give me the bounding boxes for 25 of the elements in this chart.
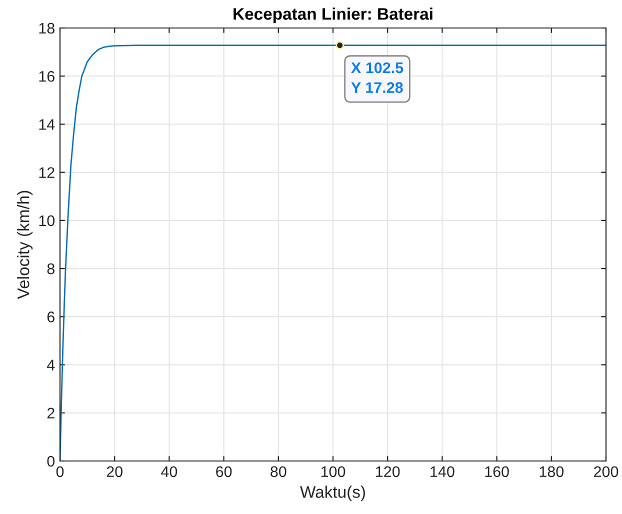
x-tick-label: 200 (594, 466, 618, 478)
x-tick-label: 160 (485, 466, 509, 478)
y-tick-label: 16 (39, 70, 54, 82)
x-tick-label: 180 (540, 466, 564, 478)
x-tick-label: 100 (321, 466, 346, 478)
x-tick-label: 80 (270, 466, 286, 478)
x-tick-label: 0 (56, 466, 64, 478)
y-axis-title: Velocity (km/h) (17, 190, 33, 300)
x-tick-label: 40 (161, 466, 178, 478)
y-tick-label: 4 (46, 360, 55, 370)
chart-title: Kecepatan Linier: Baterai (234, 8, 432, 24)
x-axis-title: Waktu(s) (300, 486, 365, 502)
y-tick-label: 8 (47, 263, 54, 274)
x-tick-label: 120 (376, 466, 400, 478)
y-tick-label: 10 (39, 215, 55, 226)
y-tick-label: 6 (47, 312, 54, 322)
y-tick-label: 12 (39, 167, 54, 178)
annotation: X 102.5 Y 17.28 (351, 62, 404, 93)
y-tick-label: 18 (39, 22, 54, 34)
x-tick-label: 20 (106, 466, 122, 478)
y-tick-label: 0 (47, 456, 55, 467)
x-tick-label: 140 (430, 466, 454, 478)
y-tick-label: 14 (39, 119, 55, 130)
y-tick-label: 2 (47, 408, 54, 418)
x-tick-label: 60 (216, 466, 232, 478)
